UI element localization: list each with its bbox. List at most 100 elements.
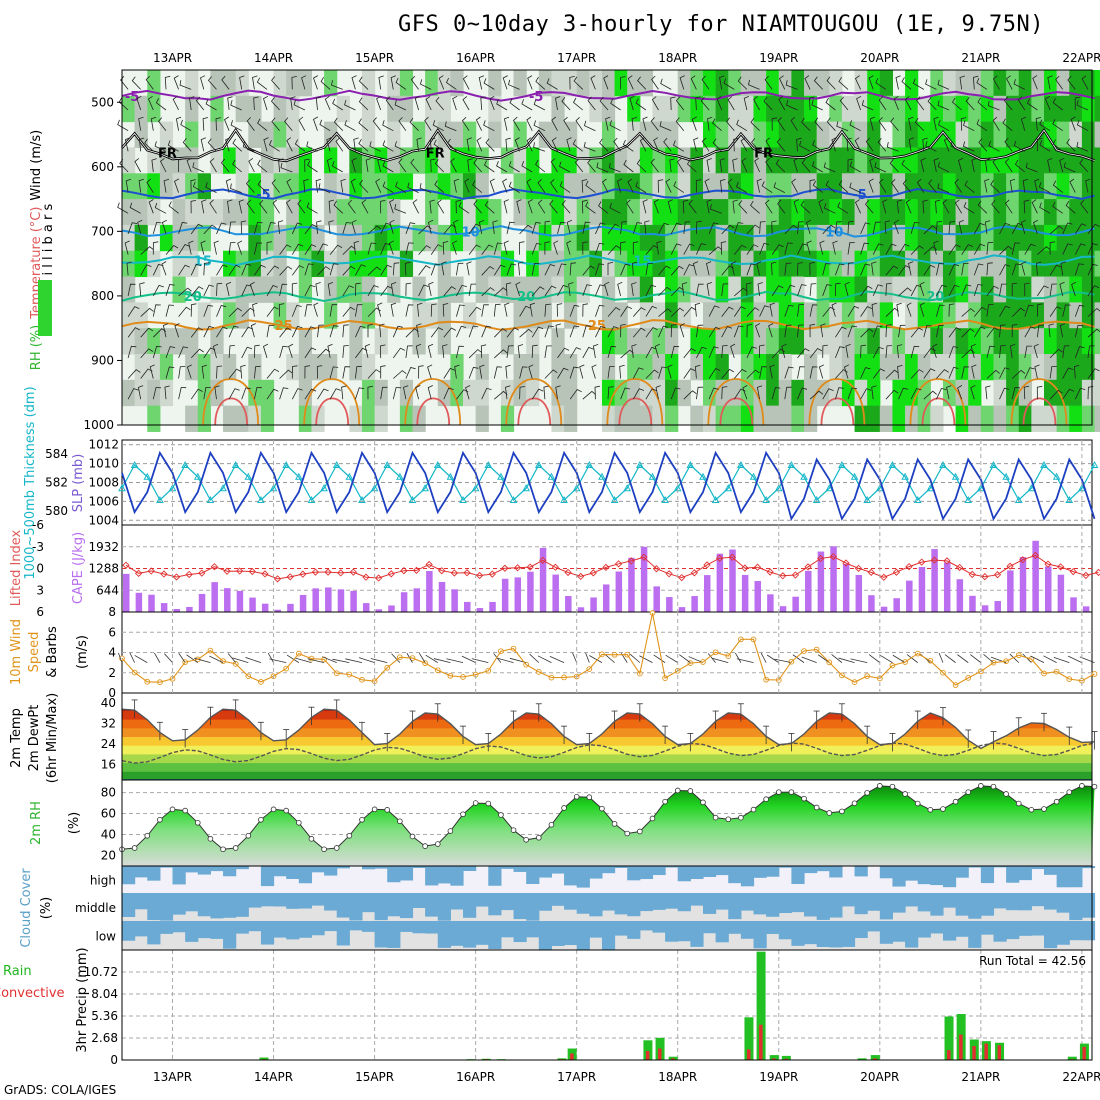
- wind-barb: [173, 75, 179, 90]
- rh-unit-label: (%): [67, 812, 82, 835]
- cloud-fraction: [753, 893, 767, 915]
- cloud-fraction: [197, 921, 211, 939]
- wind-barb: [777, 199, 786, 214]
- wind-barb: [835, 282, 841, 296]
- wind-barb: [200, 75, 206, 90]
- rh-cell: [1094, 276, 1100, 303]
- wind-barb: [901, 77, 912, 90]
- rh-cell: [639, 328, 654, 355]
- wind-barb: [266, 222, 276, 235]
- wind-barb: [430, 263, 441, 276]
- wind-barb: [923, 390, 937, 400]
- wind-barb: [263, 95, 269, 111]
- wind-barb: [595, 326, 606, 338]
- wind-barb: [822, 344, 828, 358]
- wind-barb: [329, 263, 339, 276]
- wind-barb: [394, 141, 407, 152]
- wind-label: 10m Wind: [9, 619, 24, 685]
- rh-cell: [159, 328, 174, 355]
- rh-cell: [955, 379, 969, 407]
- wind-barb: [291, 325, 303, 338]
- wind-barb: [178, 366, 186, 379]
- wind-barb: [970, 654, 982, 663]
- rh-cell: [778, 95, 792, 123]
- rh-cell: [993, 379, 1007, 407]
- rh-cell: [1094, 95, 1100, 123]
- rh-cell: [134, 379, 148, 407]
- wind-barb: [569, 76, 575, 90]
- rh-cell: [159, 173, 174, 200]
- rh-cell: [955, 250, 969, 278]
- wind-barb: [331, 80, 343, 90]
- temp-band: [122, 771, 1092, 780]
- li-marker: [905, 562, 913, 571]
- rh-cell: [639, 354, 654, 381]
- wind-barb: [868, 75, 874, 90]
- cloud-fraction: [374, 866, 388, 869]
- rh-cell: [690, 199, 704, 226]
- cloud-fraction: [134, 866, 148, 878]
- wind-barb: [178, 287, 192, 297]
- wind-barb: [607, 223, 620, 235]
- wind-barb: [746, 244, 759, 255]
- rh-cell: [1031, 354, 1045, 381]
- rh-cell: [652, 121, 666, 148]
- rh-cell: [223, 147, 237, 174]
- wind-barb: [351, 75, 357, 90]
- y-tick-label: 600: [91, 160, 114, 174]
- wind-barb: [242, 141, 255, 152]
- rh-cell: [1006, 224, 1020, 252]
- wind-barb: [906, 302, 912, 317]
- wind-barb: [566, 240, 572, 255]
- rh-cell: [778, 121, 792, 148]
- wind-barb: [764, 75, 773, 90]
- rh-cell: [791, 328, 805, 355]
- rh-cell: [185, 328, 199, 355]
- cloud-fraction: [122, 921, 136, 941]
- rh-cell: [917, 95, 931, 123]
- wind-barb: [796, 137, 802, 152]
- thickness-marker: [1040, 460, 1048, 468]
- wind-barb: [350, 178, 356, 193]
- isotherm-label: FR: [158, 147, 177, 162]
- wind-barb: [324, 95, 331, 111]
- li-marker: [1006, 562, 1014, 570]
- wind-barb: [585, 652, 590, 663]
- cloud-fraction: [336, 866, 350, 869]
- cloud-fraction: [450, 921, 464, 946]
- wind-barb: [732, 199, 738, 214]
- wind-barb: [230, 183, 242, 193]
- wind-barb: [367, 324, 374, 338]
- wind-barb: [424, 116, 432, 131]
- rh-cell: [766, 354, 780, 381]
- isotherm-30: [606, 378, 664, 426]
- wind-barb: [279, 387, 289, 400]
- wind-barb: [962, 141, 975, 152]
- rh-cell: [1094, 379, 1100, 407]
- temp-band: [122, 727, 1092, 737]
- temp-band: [122, 762, 1092, 772]
- rh-marker: [902, 791, 908, 797]
- rh-marker: [283, 807, 289, 814]
- rh-cell: [854, 354, 868, 381]
- rh-marker: [725, 816, 732, 823]
- wind-barb: [658, 222, 669, 235]
- wind-barb: [351, 219, 357, 235]
- rh-marker: [952, 798, 959, 805]
- wind-barb: [1060, 261, 1066, 276]
- rh-cell: [210, 95, 224, 123]
- wind-barb: [874, 162, 887, 173]
- cape-bar: [287, 603, 294, 612]
- thickness-marker: [585, 460, 594, 468]
- wind-barb: [1080, 199, 1089, 214]
- rh-cell: [917, 147, 931, 174]
- rh-cell: [917, 173, 931, 200]
- rh-cell: [690, 173, 704, 200]
- wind-barb: [241, 263, 252, 276]
- wind-barb: [603, 75, 609, 90]
- wind-barb: [721, 306, 734, 317]
- rh-cell: [450, 70, 464, 97]
- cloud-fraction: [715, 921, 729, 943]
- wind-barb: [721, 386, 728, 400]
- isotherm-30: [707, 378, 765, 426]
